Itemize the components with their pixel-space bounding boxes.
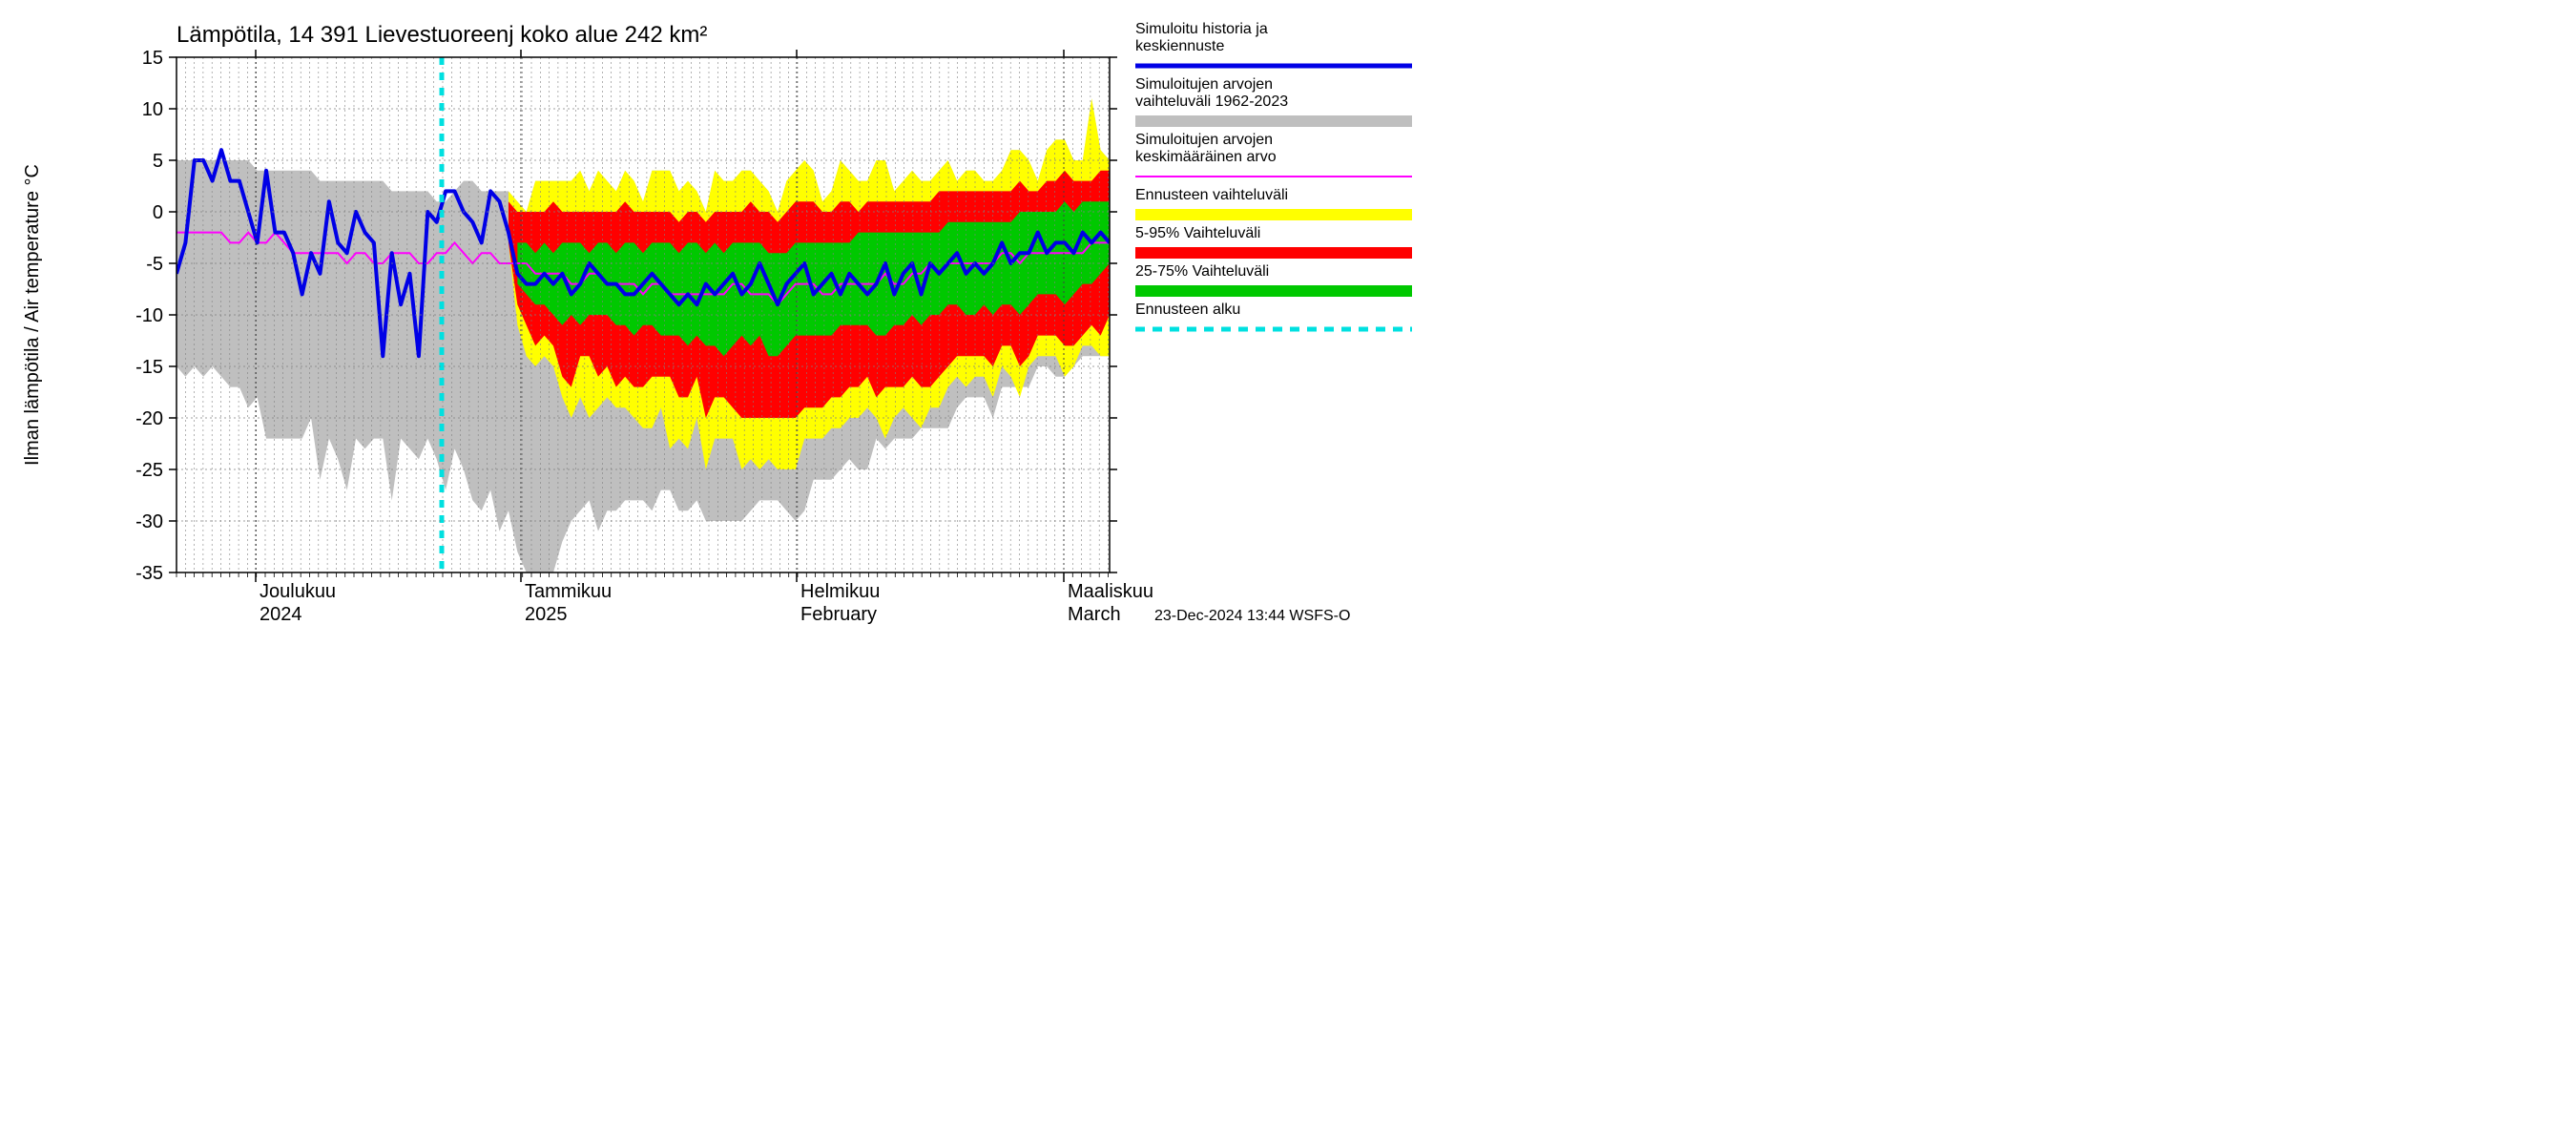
svg-text:Helmikuu: Helmikuu xyxy=(800,581,880,602)
svg-text:March: March xyxy=(1068,604,1121,625)
svg-text:-10: -10 xyxy=(135,305,163,326)
svg-text:-30: -30 xyxy=(135,511,163,532)
svg-text:Simuloitu historia ja: Simuloitu historia ja xyxy=(1135,21,1268,37)
svg-text:5: 5 xyxy=(153,151,163,172)
chart-container: { "chart": { "type": "area-line-forecast… xyxy=(0,0,1431,639)
svg-text:15: 15 xyxy=(142,48,163,69)
svg-text:23-Dec-2024 13:44 WSFS-O: 23-Dec-2024 13:44 WSFS-O xyxy=(1154,608,1350,624)
svg-text:Ilman lämpötila / Air temperat: Ilman lämpötila / Air temperature °C xyxy=(22,164,43,466)
svg-text:keskiennuste: keskiennuste xyxy=(1135,38,1224,54)
svg-text:Maaliskuu: Maaliskuu xyxy=(1068,581,1153,602)
svg-text:Simuloitujen arvojen: Simuloitujen arvojen xyxy=(1135,132,1273,148)
svg-text:5-95% Vaihteluväli: 5-95% Vaihteluväli xyxy=(1135,225,1260,241)
svg-text:vaihteluväli 1962-2023: vaihteluväli 1962-2023 xyxy=(1135,94,1288,110)
svg-text:February: February xyxy=(800,604,877,625)
svg-text:Ennusteen alku: Ennusteen alku xyxy=(1135,302,1240,318)
svg-text:-25: -25 xyxy=(135,460,163,481)
svg-text:-15: -15 xyxy=(135,357,163,378)
svg-text:10: 10 xyxy=(142,99,163,120)
chart-svg: -35 -30 -25 -20 -15 -10 -5 0 5 10 15 Joulukuu2024 Ta… xyxy=(0,0,1431,639)
svg-text:Ennusteen vaihteluväli: Ennusteen vaihteluväli xyxy=(1135,187,1288,203)
svg-text:-35: -35 xyxy=(135,563,163,584)
svg-text:-20: -20 xyxy=(135,408,163,429)
svg-text:Simuloitujen arvojen: Simuloitujen arvojen xyxy=(1135,76,1273,93)
svg-text:2025: 2025 xyxy=(525,604,568,625)
plot-area xyxy=(177,57,1110,572)
svg-text:2024: 2024 xyxy=(260,604,302,625)
svg-text:Lämpötila, 14 391 Lievestuoree: Lämpötila, 14 391 Lievestuoreenj koko al… xyxy=(177,22,707,48)
svg-text:25-75% Vaihteluväli: 25-75% Vaihteluväli xyxy=(1135,263,1269,280)
svg-text:Tammikuu: Tammikuu xyxy=(525,581,612,602)
svg-text:Joulukuu: Joulukuu xyxy=(260,581,336,602)
svg-text:-5: -5 xyxy=(146,254,163,275)
svg-text:0: 0 xyxy=(153,202,163,223)
svg-text:keskimääräinen arvo: keskimääräinen arvo xyxy=(1135,149,1277,165)
